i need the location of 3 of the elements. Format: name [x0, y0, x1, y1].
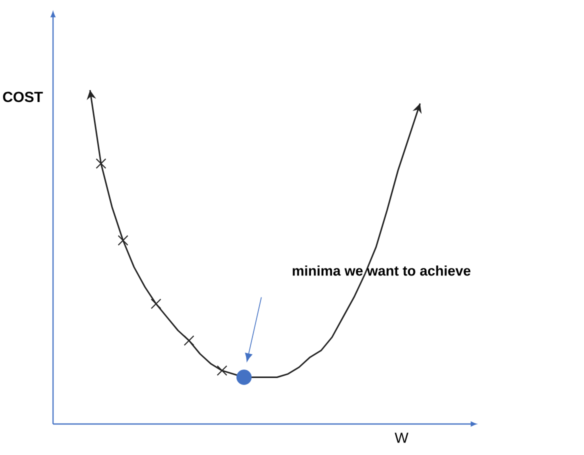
- x-axis-title: W: [394, 432, 408, 443]
- y-axis-title: COST: [3, 92, 43, 102]
- annotation: minima we want to achieve: [292, 265, 470, 276]
